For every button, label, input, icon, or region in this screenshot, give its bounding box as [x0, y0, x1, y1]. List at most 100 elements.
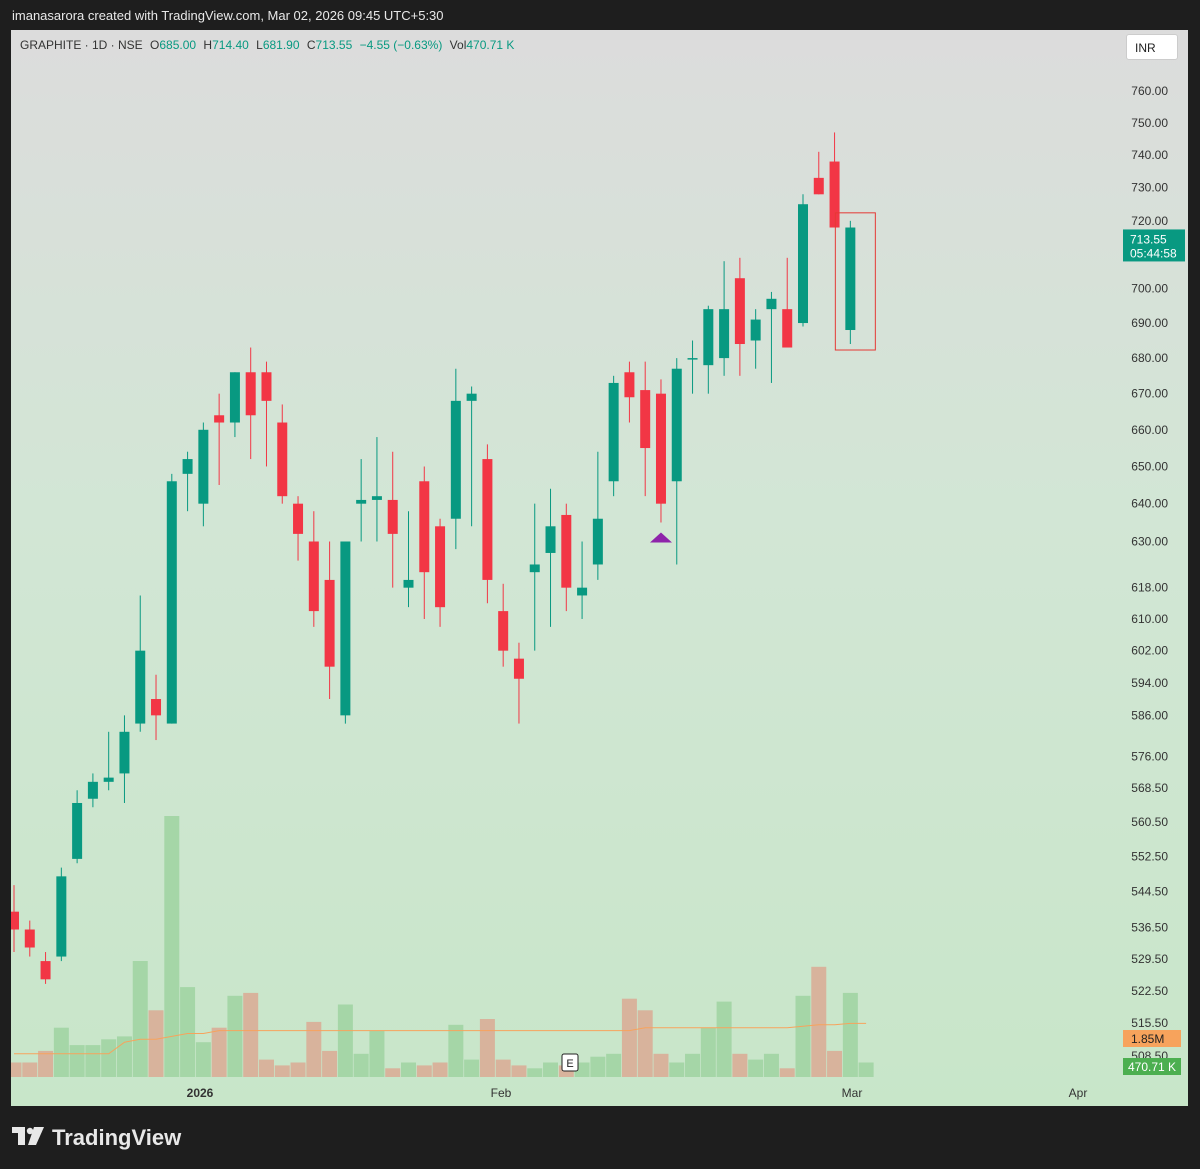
volume-bar: [779, 1068, 795, 1077]
volume-bar: [685, 1053, 701, 1077]
brand-name: TradingView: [52, 1125, 182, 1150]
y-tick-label: 690.00: [1131, 316, 1168, 330]
tradingview-brand[interactable]: TradingView: [12, 1125, 181, 1151]
candle-body: [182, 459, 193, 474]
candle-body: [198, 429, 209, 504]
candle-body: [498, 611, 509, 651]
x-tick-label: 2026: [187, 1086, 214, 1100]
volume-bar: [827, 1050, 843, 1077]
legend-symbol: GRAPHITE · 1D · NSE: [20, 38, 143, 52]
volume-bar: [401, 1062, 416, 1077]
chart-background: [11, 30, 1188, 1106]
x-tick-label: Feb: [491, 1086, 512, 1100]
earnings-marker: [561, 1053, 579, 1072]
currency-button[interactable]: INR: [1126, 34, 1178, 60]
volume-bar: [290, 1062, 306, 1077]
volume-bar: [479, 1019, 495, 1077]
volume-bar: [416, 1065, 432, 1077]
volume-bar: [101, 1039, 117, 1077]
candle-body: [119, 731, 130, 774]
vol-label: 470.71 K: [1128, 1060, 1176, 1074]
y-tick-label: 576.00: [1131, 750, 1168, 764]
volume-bar: [369, 1030, 385, 1077]
candle-body: [782, 309, 793, 348]
candlestick-chart[interactable]: E 760.00 750.00 740.00 730.00 720.00 700.00 69…: [11, 30, 1188, 1106]
candle-body: [608, 382, 619, 482]
y-tick-label: 670.00: [1131, 387, 1168, 401]
y-tick-label: 630.00: [1131, 534, 1168, 548]
volume-bar: [164, 816, 180, 1077]
legend-volume: 470.71 K: [466, 38, 515, 52]
candle-body: [293, 503, 304, 534]
candle-body: [687, 358, 698, 360]
candle-body: [24, 929, 35, 948]
chart-frame[interactable]: E 760.00 750.00 740.00 730.00 720.00 700.00 69…: [11, 30, 1188, 1106]
y-tick-label: 602.00: [1131, 644, 1168, 658]
candle-body: [87, 781, 98, 799]
x-tick-label: Apr: [1069, 1086, 1088, 1100]
volume-bar: [700, 1027, 716, 1077]
candle-body: [545, 526, 556, 553]
legend-low: 681.90: [262, 38, 300, 52]
volume-bar: [148, 1010, 164, 1077]
y-tick-label: 650.00: [1131, 459, 1168, 473]
time-axis: 2026 Feb Mar Apr: [187, 1086, 1088, 1100]
y-tick-label: 730.00: [1131, 181, 1168, 195]
earnings-marker-label: E: [566, 1058, 573, 1070]
volume-bar: [795, 995, 811, 1077]
candle-body: [829, 161, 840, 228]
volume-bar: [85, 1045, 101, 1077]
candle-body: [513, 658, 524, 679]
legend-change: −4.55 (−0.63%): [359, 38, 443, 52]
legend-close: 713.55: [315, 38, 353, 52]
candle-body: [845, 227, 856, 331]
candle-body: [72, 802, 83, 859]
highlight-box: [834, 212, 876, 351]
legend-c-label: C: [306, 38, 316, 52]
candle-body: [703, 309, 714, 366]
candle-body: [640, 390, 651, 449]
price-axis: 760.00 750.00 740.00 730.00 720.00 700.00 690.…: [1123, 84, 1185, 1075]
volume-bar: [132, 961, 148, 1077]
candle-body: [798, 204, 808, 324]
y-tick-label: 680.00: [1131, 351, 1168, 365]
volume-bar: [11, 1062, 22, 1077]
candle-body: [324, 579, 335, 667]
legend: GRAPHITE · 1D · NSE O685.00 H714.40 L681…: [20, 38, 514, 52]
legend-o-label: O: [150, 38, 160, 52]
candle-body: [40, 961, 51, 980]
volume-bar: [22, 1062, 38, 1077]
volume-bar: [243, 992, 259, 1077]
volume-bar: [495, 1059, 511, 1077]
y-tick-label: 760.00: [1131, 84, 1168, 98]
volume-bar: [811, 966, 827, 1077]
volume-bar: [69, 1045, 85, 1077]
volume-bar: [448, 1024, 464, 1077]
volume-ma-line: [14, 1022, 867, 1055]
y-tick-label: 594.00: [1131, 676, 1168, 690]
volume-bar: [621, 998, 637, 1077]
volume-bar: [842, 992, 858, 1077]
candle-body: [387, 499, 398, 534]
volume-bar: [763, 1053, 779, 1077]
volume-bar: [527, 1068, 543, 1077]
candle-body: [214, 415, 225, 423]
y-tick-label: 529.50: [1131, 952, 1168, 966]
legend-open: 685.00: [159, 38, 197, 52]
candle-body: [577, 587, 588, 596]
signal-triangle-icon: [649, 532, 672, 543]
credit-text: imanasarora created with TradingView.com…: [12, 8, 444, 23]
legend-h-label: H: [203, 38, 213, 52]
legend-vol-label: Vol: [449, 38, 467, 52]
price-label: 713.55: [1130, 232, 1167, 246]
volume-bar: [590, 1056, 606, 1077]
candle-body: [561, 514, 572, 588]
candle-body: [371, 496, 382, 500]
volume-bar: [716, 1001, 732, 1077]
vol-ma-label-box: [1123, 1030, 1181, 1047]
y-tick-label: 640.00: [1131, 497, 1168, 511]
y-tick-label: 568.50: [1131, 781, 1168, 795]
volume-bar: [669, 1062, 685, 1077]
candle-body: [450, 400, 461, 519]
volume-bar: [653, 1053, 669, 1077]
